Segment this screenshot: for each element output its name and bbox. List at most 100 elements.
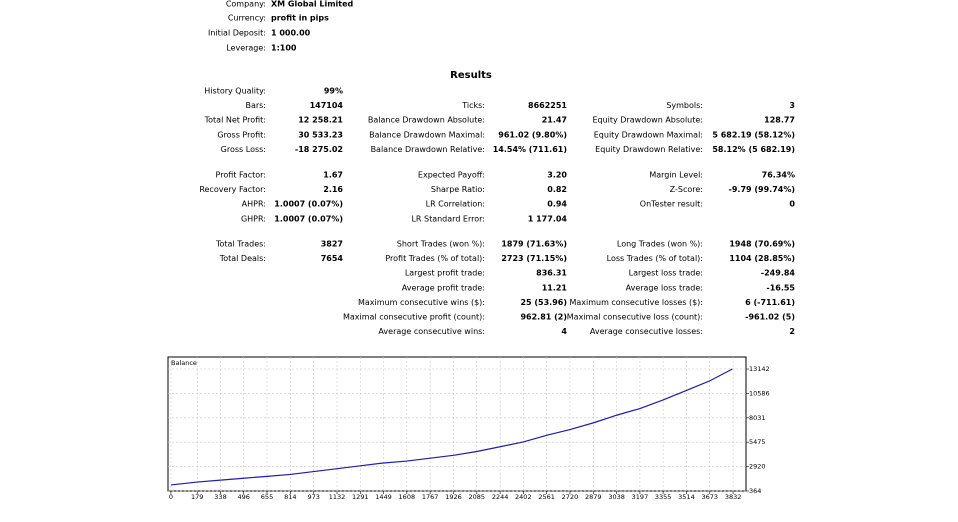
- result-value: 0: [789, 200, 795, 209]
- x-tick-label: 2720: [562, 493, 579, 501]
- result-label: Average consecutive losses:: [590, 327, 703, 336]
- result-label: Recovery Factor:: [199, 185, 266, 194]
- x-tick-label: 1449: [375, 493, 392, 501]
- result-value: 21.47: [542, 116, 567, 125]
- result-value: 7654: [321, 254, 344, 263]
- result-value: 14.54% (711.61): [493, 145, 567, 154]
- y-tick-label: 10586: [749, 389, 770, 397]
- x-tick-label: 2402: [515, 493, 532, 501]
- result-value: 11.21: [542, 283, 568, 292]
- header-label: Initial Deposit:: [208, 29, 266, 38]
- header-value: XM Global Limited: [271, 0, 354, 9]
- result-label: Balance Drawdown Absolute:: [368, 116, 485, 125]
- x-tick-label: 1132: [329, 493, 346, 501]
- x-tick-label: 338: [214, 493, 226, 501]
- result-value: 0.82: [547, 185, 567, 194]
- result-label: Ticks:: [461, 101, 485, 110]
- y-tick-label: 2920: [749, 463, 766, 471]
- y-tick-label: 5475: [749, 438, 766, 446]
- result-value: 2.16: [323, 185, 343, 194]
- result-value: 8662251: [528, 101, 567, 110]
- result-label: Gross Loss:: [221, 145, 266, 154]
- result-label: Total Net Profit:: [204, 116, 266, 125]
- result-label: Long Trades (won %):: [617, 240, 703, 249]
- x-tick-label: 2085: [469, 493, 486, 501]
- result-value: -16.55: [766, 283, 795, 292]
- result-label: LR Correlation:: [426, 200, 485, 209]
- result-value: 128.77: [764, 116, 795, 125]
- result-value: 1 177.04: [528, 214, 568, 223]
- result-value: 12 258.21: [298, 116, 343, 125]
- x-tick-label: 655: [261, 493, 273, 501]
- result-label: Symbols:: [666, 101, 703, 110]
- result-label: Average loss trade:: [626, 283, 703, 292]
- header-label: Company:: [226, 0, 266, 9]
- result-value: 30 533.23: [298, 130, 343, 139]
- x-tick-label: 1767: [422, 493, 439, 501]
- result-value: 1948 (70.69%): [729, 240, 795, 249]
- result-label: Maximal consecutive profit (count):: [343, 313, 485, 322]
- result-label: Equity Drawdown Relative:: [595, 145, 703, 154]
- result-value: 76.34%: [762, 171, 795, 180]
- result-label: History Quality:: [204, 87, 266, 96]
- result-label: Profit Factor:: [216, 171, 266, 180]
- x-tick-label: 2879: [585, 493, 602, 501]
- result-value: 6 (-711.61): [745, 298, 795, 307]
- result-value: 5 682.19 (58.12%): [712, 130, 795, 139]
- header-value: profit in pips: [271, 14, 329, 23]
- result-value: 0.94: [547, 200, 567, 209]
- x-tick-label: 1926: [445, 493, 462, 501]
- x-tick-label: 3355: [655, 493, 672, 501]
- y-tick-label: 8031: [749, 414, 766, 422]
- result-label: Balance Drawdown Maximal:: [369, 130, 485, 139]
- result-label: Z-Score:: [670, 185, 703, 194]
- result-label: Largest profit trade:: [405, 269, 485, 278]
- y-tick-label: 13142: [749, 365, 770, 373]
- result-label: Sharpe Ratio:: [431, 185, 485, 194]
- result-value: -961.02 (5): [745, 313, 795, 322]
- x-tick-label: 3038: [608, 493, 625, 501]
- result-value: -18 275.02: [295, 145, 343, 154]
- result-value: 962.81 (2): [520, 313, 567, 322]
- result-label: Loss Trades (% of total):: [607, 254, 703, 263]
- y-tick-label: 364: [749, 487, 761, 495]
- result-label: Total Trades:: [215, 240, 266, 249]
- result-value: 3: [789, 101, 795, 110]
- result-value: 58.12% (5 682.19): [712, 145, 795, 154]
- header-label: Leverage:: [226, 44, 266, 53]
- result-label: Expected Payoff:: [418, 171, 485, 180]
- result-value: 1879 (71.63%): [501, 240, 567, 249]
- result-label: LR Standard Error:: [411, 214, 485, 223]
- x-tick-label: 179: [191, 493, 203, 501]
- result-value: 25 (53.96): [520, 298, 567, 307]
- result-value: 4: [561, 327, 567, 336]
- result-label: Bars:: [245, 101, 266, 110]
- result-label: Equity Drawdown Absolute:: [592, 116, 703, 125]
- x-tick-label: 0: [169, 493, 173, 501]
- header-value: 1 000.00: [271, 29, 311, 38]
- legend-label: Balance: [171, 359, 197, 367]
- result-value: 1.67: [323, 171, 343, 180]
- result-label: Average profit trade:: [402, 283, 485, 292]
- result-value: 147104: [310, 101, 344, 110]
- header-value: 1:100: [271, 44, 297, 53]
- x-tick-label: 973: [307, 493, 319, 501]
- result-label: AHPR:: [242, 200, 266, 209]
- result-label: Margin Level:: [649, 171, 703, 180]
- result-label: Equity Drawdown Maximal:: [594, 130, 703, 139]
- result-label: Short Trades (won %):: [397, 240, 485, 249]
- result-label: Maximum consecutive wins ($):: [358, 298, 485, 307]
- x-tick-label: 3514: [678, 493, 695, 501]
- result-value: 961.02 (9.80%): [498, 130, 567, 139]
- result-label: Total Deals:: [219, 254, 266, 263]
- x-tick-label: 3832: [725, 493, 742, 501]
- result-label: Maximal consecutive loss (count):: [567, 313, 703, 322]
- result-value: 1.0007 (0.07%): [274, 200, 343, 209]
- x-tick-label: 3673: [701, 493, 718, 501]
- x-tick-label: 1291: [352, 493, 369, 501]
- result-label: Maximum consecutive losses ($):: [569, 298, 703, 307]
- result-label: GHPR:: [241, 214, 266, 223]
- result-value: 99%: [324, 87, 343, 96]
- result-value: 1104 (28.85%): [729, 254, 795, 263]
